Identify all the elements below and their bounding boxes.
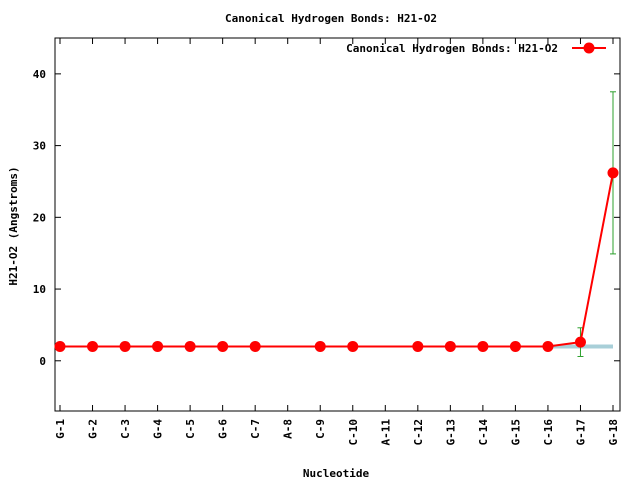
x-tick-label: C-16 [542,419,555,446]
y-tick-label: 10 [33,283,46,296]
x-tick-label: G-13 [444,419,457,446]
data-point [542,340,554,352]
x-axis: G-1 G-2 C-3 G-4 C-5 G-6 C-7 A-8 C-9 C-10 A-11 C-12 G… [54,38,620,446]
x-tick-label: A-11 [379,419,392,446]
data-point [314,340,326,352]
data-point [152,340,164,352]
y-tick-label: 0 [39,355,46,368]
data-point [607,167,619,179]
data-point [444,340,456,352]
y-tick-label: 30 [33,140,46,153]
data-point [54,340,66,352]
y-tick-label: 20 [33,211,46,224]
x-tick-label: G-4 [152,419,165,439]
plot-frame [54,37,621,412]
x-axis-title: Nucleotide [303,467,370,480]
legend-marker [583,42,595,54]
data-point [184,340,196,352]
data-point [412,340,424,352]
series-polyline [60,172,614,348]
data-point [509,340,521,352]
data-point [119,340,131,352]
data-point [249,340,261,352]
x-tick-label: C-10 [347,419,360,446]
data-point [347,340,359,352]
data-point [574,336,586,348]
y-axis: 0 10 20 30 40 [33,68,620,368]
x-tick-label: C-7 [249,419,262,439]
x-tick-label: G-17 [574,419,587,446]
y-axis-title: H21-O2 (Angstroms) [7,166,20,285]
data-point [217,340,229,352]
x-tick-label: C-14 [477,419,490,446]
legend-label: Canonical Hydrogen Bonds: H21-O2 [346,42,558,55]
x-tick-label: G-2 [87,419,100,439]
x-tick-label: C-3 [119,419,132,439]
data-point [87,340,99,352]
x-tick-label: C-5 [184,419,197,439]
y-tick-label: 40 [33,68,46,81]
x-tick-label: C-9 [314,419,327,439]
x-tick-label: G-18 [607,419,620,446]
x-tick-label: C-12 [412,419,425,446]
series-points [54,167,619,352]
x-tick-label: G-1 [54,419,67,439]
error-bars [577,91,616,357]
chart-title: Canonical Hydrogen Bonds: H21-O2 [225,12,437,25]
series-line [60,172,614,348]
x-tick-label: G-15 [509,419,522,446]
x-tick-label: G-6 [217,419,230,439]
legend: Canonical Hydrogen Bonds: H21-O2 [346,42,606,55]
x-tick-label: A-8 [282,419,295,439]
data-point [477,340,489,352]
